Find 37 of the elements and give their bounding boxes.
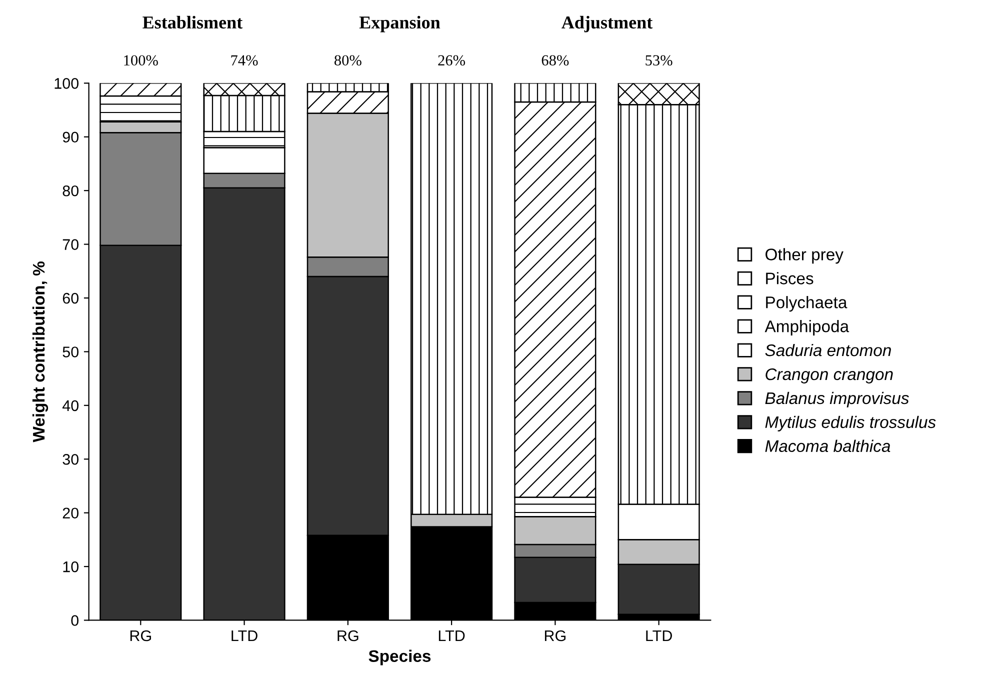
x-tick-label: RG [338, 630, 358, 642]
x-axis-title: Species [368, 650, 431, 666]
text: 68% [542, 55, 569, 66]
text: 74% [231, 55, 258, 66]
y-tick-label: 100 [54, 78, 79, 89]
y-tick-label: 90 [62, 132, 79, 143]
x-tick-label: LTD [438, 630, 465, 642]
x-tick-label: LTD [646, 630, 672, 642]
y-tick-label: 10 [63, 561, 79, 572]
text: 26% [438, 55, 466, 66]
y-tick-label: 60 [62, 292, 79, 304]
legend-label: Other prey [766, 248, 844, 264]
y-tick-label: 30 [62, 454, 79, 465]
y-tick-label: 50 [62, 346, 79, 358]
text: Establisment [142, 16, 243, 29]
legend-label: Pisces [766, 272, 814, 284]
y-tick-label: 70 [62, 239, 79, 250]
legend-label: Macoma balthica [765, 440, 890, 452]
y-tick-label: 40 [62, 400, 79, 412]
legend-label: Mytilus edulis trossulus [765, 416, 936, 432]
text: 100% [124, 55, 158, 66]
legend-label: Balanus improvisus [765, 392, 909, 408]
legend-label: Saduria entomon [765, 344, 891, 356]
legend-label: Polychaeta [766, 296, 848, 312]
legend-label: Crangon crangon [766, 368, 893, 384]
x-tick-label: RG [544, 630, 566, 642]
text: 53% [646, 55, 672, 66]
y-tick-label: 80 [62, 185, 79, 196]
legend-label: Amphipoda [764, 320, 850, 336]
text: Expansion [359, 16, 440, 32]
y-axis-title: Weight contribution, % [32, 262, 48, 442]
text: 80% [334, 55, 362, 66]
x-tick-label: RG [130, 630, 151, 642]
x-tick-label: LTD [232, 630, 258, 642]
y-tick-label: 0 [71, 615, 79, 626]
text: Adjustment [562, 16, 653, 32]
y-tick-label: 20 [62, 508, 79, 519]
